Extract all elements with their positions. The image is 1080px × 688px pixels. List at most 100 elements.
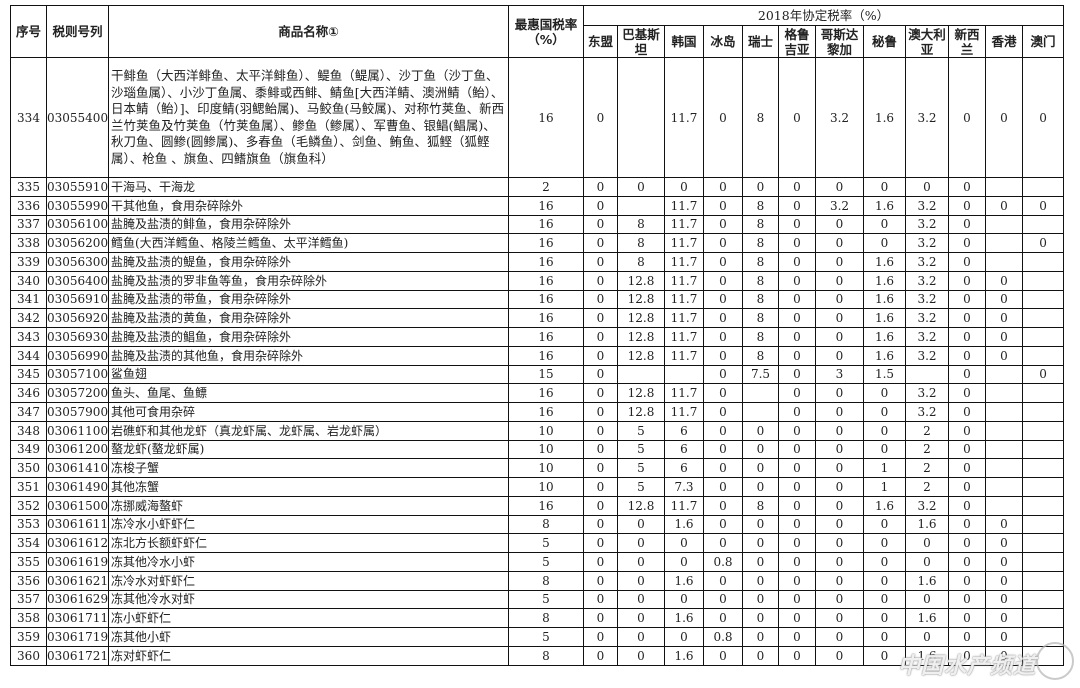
cell-rate: 0 bbox=[617, 177, 665, 197]
cell-rate: 0 bbox=[815, 495, 864, 516]
cell-seq: 354 bbox=[10, 533, 47, 553]
cell-seq: 357 bbox=[10, 589, 47, 610]
cell-rate: 1.6 bbox=[863, 195, 906, 216]
cell-seq: 336 bbox=[10, 195, 47, 216]
cell-rate: 0 bbox=[742, 439, 779, 460]
cell-code: 03056400 bbox=[46, 270, 109, 291]
header-partner: 哥斯达黎加 bbox=[815, 25, 864, 58]
cell-rate: 0 bbox=[863, 402, 906, 422]
cell-rate: 11.7 bbox=[664, 345, 704, 366]
table-row: 354 03061612 冻北方长额虾虾仁 5 0 0 0 0 0 0 0 0 0 0 0 bbox=[10, 533, 1065, 553]
cell-rate: 0 bbox=[703, 327, 743, 347]
cell-rate bbox=[985, 383, 1023, 403]
cell-rate: 12.8 bbox=[617, 402, 665, 422]
cell-rate: 0 bbox=[583, 364, 618, 385]
cell-seq: 341 bbox=[10, 289, 47, 310]
cell-rate: 8 bbox=[742, 345, 779, 366]
cell-rate: 0 bbox=[778, 533, 816, 553]
cell-rate: 0 bbox=[778, 214, 816, 235]
cell-rate: 0 bbox=[778, 570, 816, 591]
cell-rate: 12.8 bbox=[617, 383, 665, 403]
cell-mfn: 16 bbox=[508, 308, 584, 328]
cell-seq: 356 bbox=[10, 570, 47, 591]
cell-rate: 1.6 bbox=[905, 608, 949, 628]
cell-rate: 0 bbox=[815, 608, 864, 628]
cell-rate: 11.7 bbox=[664, 214, 704, 235]
cell-rate: 0 bbox=[703, 533, 743, 553]
cell-rate: 0 bbox=[778, 327, 816, 347]
cell-rate: 11.7 bbox=[664, 327, 704, 347]
cell-rate: 0 bbox=[778, 270, 816, 291]
cell-seq: 348 bbox=[10, 420, 47, 441]
cell-rate: 0 bbox=[778, 177, 816, 197]
cell-rate: 11.7 bbox=[664, 308, 704, 328]
cell-code: 03061410 bbox=[46, 458, 109, 478]
cell-rate: 5 bbox=[617, 420, 665, 441]
cell-rate: 2 bbox=[905, 477, 949, 497]
cell-name: 其他可食用杂碎 bbox=[108, 402, 509, 422]
cell-rate: 3 bbox=[815, 364, 864, 385]
cell-rate: 0 bbox=[583, 570, 618, 591]
cell-rate: 0 bbox=[948, 477, 986, 497]
cell-rate: 0 bbox=[948, 608, 986, 628]
cell-rate: 0 bbox=[664, 177, 704, 197]
cell-rate: 0 bbox=[778, 345, 816, 366]
cell-rate: 0 bbox=[778, 608, 816, 628]
cell-rate: 0 bbox=[617, 514, 665, 535]
cell-rate: 0 bbox=[815, 570, 864, 591]
cell-seq: 349 bbox=[10, 439, 47, 460]
cell-rate: 11.7 bbox=[664, 495, 704, 516]
cell-rate: 0 bbox=[863, 420, 906, 441]
cell-mfn: 16 bbox=[508, 57, 584, 178]
cell-rate: 1.6 bbox=[863, 57, 906, 178]
cell-rate: 0 bbox=[778, 645, 816, 666]
cell-seq: 351 bbox=[10, 477, 47, 497]
cell-mfn: 5 bbox=[508, 533, 584, 553]
cell-rate: 12.8 bbox=[617, 327, 665, 347]
cell-rate: 0 bbox=[583, 195, 618, 216]
cell-rate: 1 bbox=[863, 458, 906, 478]
cell-rate: 0 bbox=[778, 420, 816, 441]
cell-rate: 3.2 bbox=[905, 402, 949, 422]
cell-rate: 0 bbox=[985, 552, 1023, 572]
table-row: 359 03061719 冻其他小虾 5 0 0 0 0.8 0 0 0 0 0 0 0 bbox=[10, 627, 1065, 647]
cell-code: 03061621 bbox=[46, 570, 109, 591]
cell-rate: 0 bbox=[815, 383, 864, 403]
cell-rate: 0 bbox=[985, 645, 1023, 666]
cell-name: 冻其他冷水对虾 bbox=[108, 589, 509, 610]
cell-rate: 3.2 bbox=[905, 195, 949, 216]
table-row: 349 03061200 螯龙虾(螯龙虾属) 10 0 5 6 0 0 0 0 0 2 0 bbox=[10, 439, 1065, 460]
cell-name: 鲨鱼翅 bbox=[108, 364, 509, 385]
cell-rate: 0 bbox=[664, 589, 704, 610]
cell-code: 03061500 bbox=[46, 495, 109, 516]
cell-rate: 0 bbox=[905, 552, 949, 572]
cell-rate: 0 bbox=[863, 589, 906, 610]
cell-rate: 0 bbox=[583, 252, 618, 272]
cell-rate: 0 bbox=[948, 533, 986, 553]
table-row: 345 03057100 鲨鱼翅 15 0 0 7.5 0 3 1.5 0 0 bbox=[10, 364, 1065, 385]
header-partner: 瑞士 bbox=[742, 25, 779, 58]
cell-rate: 5 bbox=[617, 439, 665, 460]
cell-rate: 0 bbox=[583, 327, 618, 347]
cell-code: 03056910 bbox=[46, 289, 109, 310]
cell-rate: 0 bbox=[1021, 195, 1065, 216]
cell-rate bbox=[1021, 552, 1065, 572]
cell-seq: 337 bbox=[10, 214, 47, 235]
cell-rate: 0 bbox=[948, 420, 986, 441]
cell-rate bbox=[664, 364, 704, 385]
cell-rate: 0 bbox=[583, 402, 618, 422]
cell-rate: 11.7 bbox=[664, 383, 704, 403]
cell-rate: 0 bbox=[617, 552, 665, 572]
cell-code: 03061612 bbox=[46, 533, 109, 553]
cell-rate: 0 bbox=[617, 570, 665, 591]
cell-rate: 0 bbox=[948, 270, 986, 291]
header-partner: 韩国 bbox=[664, 25, 704, 58]
cell-rate: 5 bbox=[617, 458, 665, 478]
cell-mfn: 16 bbox=[508, 289, 584, 310]
cell-rate: 0 bbox=[703, 177, 743, 197]
cell-rate: 12.8 bbox=[617, 270, 665, 291]
cell-mfn: 10 bbox=[508, 477, 584, 497]
cell-rate: 0 bbox=[703, 383, 743, 403]
cell-rate: 0 bbox=[815, 477, 864, 497]
cell-rate bbox=[617, 364, 665, 385]
